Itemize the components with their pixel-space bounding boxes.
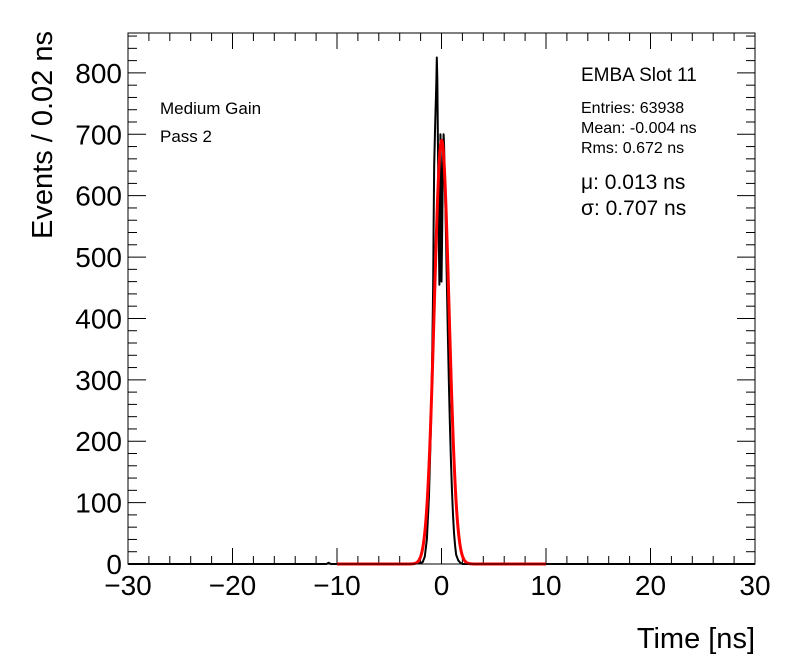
stat-rms: Rms: 0.672 ns xyxy=(581,140,684,157)
y-tick-label: 200 xyxy=(75,426,122,457)
y-axis-title: Events / 0.02 ns xyxy=(27,31,59,239)
fit-mu: μ: 0.013 ns xyxy=(581,171,685,194)
fit-sigma: σ: 0.707 ns xyxy=(581,197,686,220)
annotation-medium-gain: Medium Gain xyxy=(160,99,261,118)
histogram-series xyxy=(128,56,755,565)
plot-frame xyxy=(127,32,756,565)
annotation-pass: Pass 2 xyxy=(160,127,212,146)
x-tick-label: 0 xyxy=(434,570,450,601)
y-tick-label: 0 xyxy=(106,549,122,580)
x-tick-label: −30 xyxy=(104,570,152,601)
y-tick-label: 600 xyxy=(75,181,122,212)
x-tick-label: −10 xyxy=(313,570,361,601)
y-tick-label: 300 xyxy=(75,365,122,396)
y-tick-label: 800 xyxy=(75,58,122,89)
y-tick-label: 400 xyxy=(75,303,122,334)
stat-mean: Mean: -0.004 ns xyxy=(581,120,697,137)
axes: −30 −20 −10 0 10 20 30010020030040050060070080… xyxy=(75,33,771,601)
y-tick-label: 100 xyxy=(75,488,122,519)
y-tick-label: 700 xyxy=(75,119,122,150)
x-tick-label: −20 xyxy=(209,570,257,601)
stat-entries: Entries: 63938 xyxy=(581,100,684,117)
y-tick-label: 500 xyxy=(75,242,122,273)
x-tick-label: 20 xyxy=(635,570,666,601)
annotation-slot-title: EMBA Slot 11 xyxy=(581,65,697,86)
x-tick-label: 10 xyxy=(530,570,561,601)
x-axis-title: Time [ns] xyxy=(637,623,755,655)
x-tick-label: 30 xyxy=(739,570,770,601)
